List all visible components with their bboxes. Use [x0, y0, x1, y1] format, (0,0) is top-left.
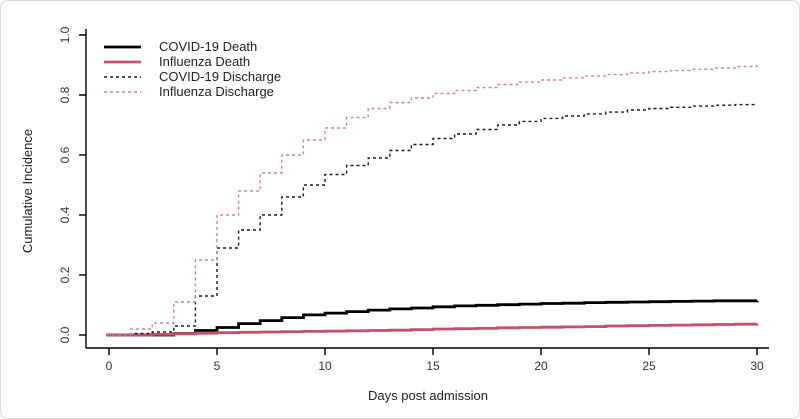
curve-influenza-discharge — [106, 65, 758, 336]
x-axis-title: Days post admission — [368, 388, 488, 403]
series-curves — [106, 65, 759, 337]
legend-label-4: Influenza Discharge — [159, 84, 274, 99]
y-tick-label: 0.0 — [58, 326, 72, 343]
y-tick-label: 0.8 — [58, 86, 72, 103]
y-tick-label: 1.0 — [58, 26, 72, 43]
y-axis-title: Cumulative Incidence — [20, 129, 35, 253]
y-tick-label: 0.4 — [58, 206, 72, 223]
x-tick-label: 15 — [426, 359, 440, 373]
y-tick-label: 0.2 — [58, 266, 72, 283]
y-tick-label: 0.6 — [58, 146, 72, 163]
x-tick-label: 10 — [318, 359, 332, 373]
axes: 0.0 0.2 0.4 0.6 0.8 1.0 0 5 10 15 20 25 30 — [58, 26, 769, 373]
curve-covid-19-discharge — [106, 103, 758, 336]
legend-label-3: COVID-19 Discharge — [159, 69, 281, 84]
x-tick-label: 5 — [214, 359, 221, 373]
curve-influenza-death — [106, 322, 759, 337]
x-tick-label: 20 — [534, 359, 548, 373]
legend-label-2: Influenza Death — [159, 54, 250, 69]
curve-covid-19-death — [106, 299, 759, 337]
x-tick-label: 0 — [106, 359, 113, 373]
x-tick-label: 30 — [750, 359, 764, 373]
x-tick-label: 25 — [642, 359, 656, 373]
legend-label-1: COVID-19 Death — [159, 39, 257, 54]
